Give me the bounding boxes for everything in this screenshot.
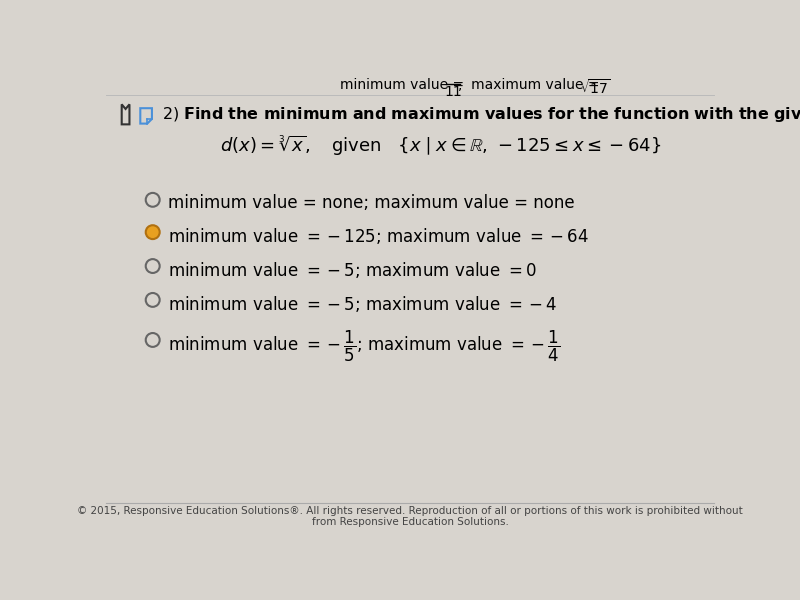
Text: $d(x) = \sqrt[3]{x},$   given   $\{x \mid x \in \mathbb{R},\,-125 \leq x \leq -6: $d(x) = \sqrt[3]{x},$ given $\{x \mid x …: [220, 134, 662, 158]
Text: minimum value =: minimum value =: [340, 78, 464, 92]
Text: 11: 11: [445, 85, 462, 99]
Text: minimum value = none; maximum value = none: minimum value = none; maximum value = no…: [168, 194, 575, 212]
Text: minimum value $= -5$; maximum value $= -4$: minimum value $= -5$; maximum value $= -…: [168, 294, 558, 314]
Text: minimum value $= -5$; maximum value $= 0$: minimum value $= -5$; maximum value $= 0…: [168, 260, 537, 280]
Text: © 2015, Responsive Education Solutions®. All rights reserved. Reproduction of al: © 2015, Responsive Education Solutions®.…: [77, 506, 743, 516]
Text: from Responsive Education Solutions.: from Responsive Education Solutions.: [311, 517, 509, 527]
Text: minimum value $= -\dfrac{1}{5}$; maximum value $= -\dfrac{1}{4}$: minimum value $= -\dfrac{1}{5}$; maximum…: [168, 329, 561, 364]
Text: 2) $\mathbf{Find\ the\ minimum\ and\ maximum\ values\ for\ the\ function\ with\ : 2) $\mathbf{Find\ the\ minimum\ and\ max…: [162, 105, 800, 124]
Circle shape: [146, 225, 160, 239]
Text: $\sqrt{17}$: $\sqrt{17}$: [581, 78, 611, 97]
Text: minimum value $= -125$; maximum value $= -64$: minimum value $= -125$; maximum value $=…: [168, 226, 590, 246]
Text: ,  maximum value =: , maximum value =: [458, 78, 599, 92]
